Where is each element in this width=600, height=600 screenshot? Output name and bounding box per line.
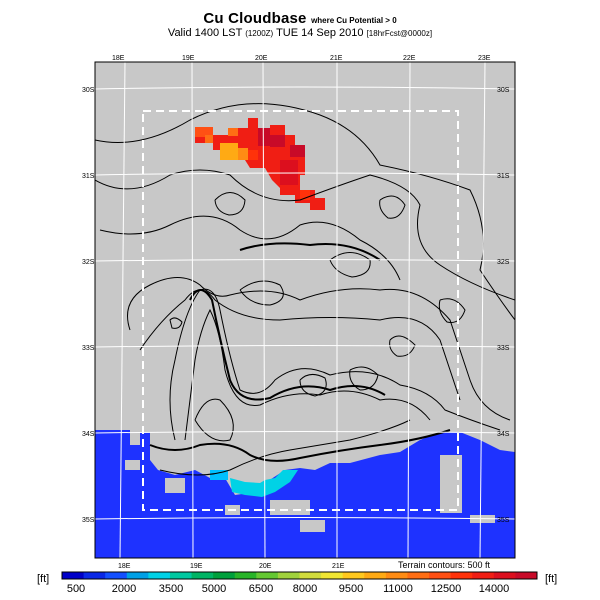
colorbar-swatch [126,572,149,579]
colorbar-swatch [472,572,495,579]
land-patch [165,478,185,493]
latitude-label: 33S [497,345,510,352]
colorbar-swatch [169,572,193,579]
chart-subtitle: Valid 1400 LST (1200Z) TUE 14 Sep 2010 [… [0,28,600,39]
colorbar-tick-label: 12500 [430,583,462,595]
colorbar [61,571,538,580]
longitude-label: 18E [118,563,131,570]
colorbar-swatch [407,572,430,579]
colorbar-tick-label: 8000 [292,583,318,595]
colorbar-swatch [148,572,171,579]
colorbar-swatch [256,572,279,579]
colorbar-swatch [83,572,106,579]
contour-note: Terrain contours: 500 ft [398,560,491,570]
title-note: where Cu Potential > 0 [311,16,397,25]
longitude-label: 21E [332,563,345,570]
latitude-label: 32S [497,259,510,266]
latitude-label: 31S [82,173,95,180]
latitude-label: 35S [82,517,95,524]
colorbar-swatch [450,572,473,579]
colorbar-swatch [191,572,214,579]
longitude-label: 20E [255,55,268,62]
cloudbase-region-high [195,118,325,210]
latitude-label: 33S [82,345,95,352]
colorbar-tick-label: 500 [66,583,86,595]
longitude-label: 22E [403,55,416,62]
longitude-labels-bottom: 18E 19E 20E 21E [118,563,345,570]
colorbar-unit-right: [ft] [545,573,558,585]
colorbar-swatch [342,572,365,579]
colorbar-swatch [385,572,408,579]
latitude-label: 31S [497,173,510,180]
colorbar-swatch [213,572,236,579]
colorbar-swatch [234,572,257,579]
lat-lon-grid [95,62,515,558]
colorbar-swatch [364,572,387,579]
colorbar-swatch [429,572,452,579]
colorbar-swatch [277,572,300,579]
colorbar-tick-label: 14000 [478,583,510,595]
colorbar-swatch [321,572,344,579]
valid-date: TUE 14 Sep 2010 [276,27,364,39]
longitude-label: 19E [182,55,195,62]
cloudbase-region-mid [210,470,228,480]
colorbar-tick-label: 2000 [111,583,137,595]
forecast-info: [18hrFcst@0000z] [366,29,433,38]
utc-time: (1200Z) [245,29,274,38]
longitude-label: 18E [112,55,125,62]
latitude-labels-left: 30S 31S 32S 33S 34S 35S [82,87,95,524]
colorbar-swatch [299,572,322,579]
colorbar-tick-label: 6500 [248,583,274,595]
longitude-labels-top: 18E 19E 20E 21E 22E 23E [112,55,491,62]
valid-time: Valid 1400 LST [167,27,243,39]
longitude-label: 20E [259,563,272,570]
colorbar-swatch [493,572,516,579]
title-main: Cu Cloudbase [203,10,307,27]
colorbar-tick-label: 3500 [158,583,184,595]
latitude-label: 35S [497,517,510,524]
longitude-label: 23E [478,55,491,62]
longitude-label: 19E [190,563,203,570]
latitude-label: 34S [497,431,510,438]
colorbar-swatch [105,572,128,579]
colorbar-unit-left: [ft] [37,573,50,585]
colorbar-tick-label: 11000 [383,583,413,595]
land-patch [125,460,140,470]
land-patch [270,500,310,515]
latitude-label: 30S [82,87,95,94]
land-patch [300,520,325,532]
colorbar-swatch [515,572,538,579]
map-frame [94,61,516,559]
terrain-contours-major [149,242,451,462]
latitude-label: 30S [497,87,510,94]
latitude-label: 32S [82,259,95,266]
domain-boundary [142,110,459,511]
longitude-label: 21E [330,55,343,62]
cloudbase-region-mid [230,470,298,497]
latitude-labels-right: 30S 31S 32S 33S 34S 35S [497,87,510,524]
colorbar-tick-label: 5000 [201,583,227,595]
cloudbase-region-low [95,430,515,558]
land-patch [440,455,462,513]
colorbar-swatch [62,572,85,579]
latitude-label: 34S [82,431,95,438]
chart-title: Cu Cloudbase where Cu Potential > 0 [0,11,600,27]
colorbar-border [61,571,538,580]
colorbar-tick-label: 9500 [338,583,364,595]
